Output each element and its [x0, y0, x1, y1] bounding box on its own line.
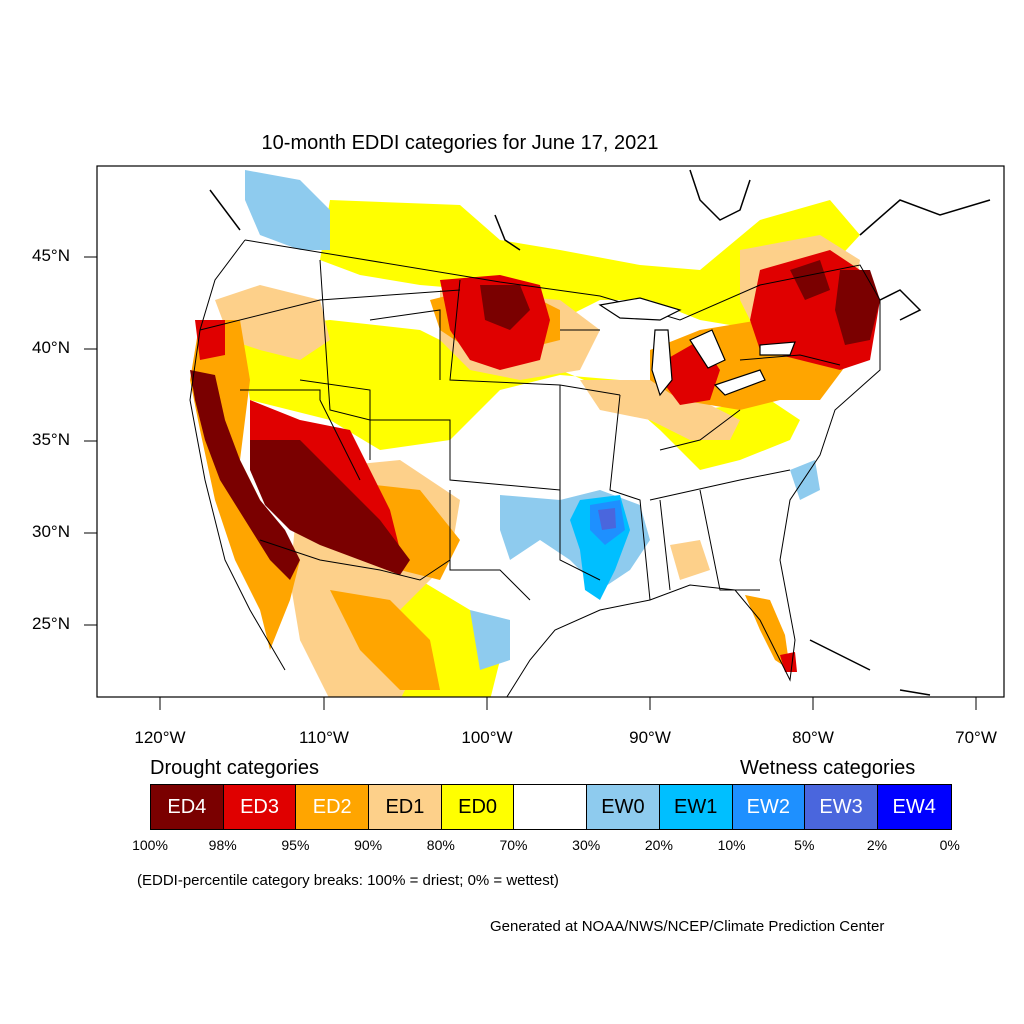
percentile-break-label: 30%	[572, 837, 601, 853]
percentile-break-label: 90%	[354, 837, 383, 853]
ew0-northwest	[245, 170, 330, 250]
ed2-mexico	[330, 590, 440, 690]
lat-label-45: 45°N	[32, 246, 70, 265]
ed4-ne-quebec	[790, 260, 830, 300]
legend-cell-ew0: EW0	[587, 785, 660, 829]
percentile-break-label: 20%	[644, 837, 673, 853]
lat-label-30: 30°N	[32, 522, 70, 541]
ed4-southwest	[250, 440, 410, 575]
credit-line: Generated at NOAA/NWS/NCEP/Climate Predi…	[490, 918, 885, 935]
legend-cell-ew3: EW3	[805, 785, 878, 829]
ew0-carolinas	[790, 460, 820, 500]
legend-cell-none	[514, 785, 588, 829]
lon-label-90: 90°W	[629, 728, 671, 747]
category-shading	[190, 170, 880, 697]
ed2-florida	[745, 595, 790, 670]
percentile-break-label: 0%	[939, 837, 960, 853]
lat-label-35: 35°N	[32, 430, 70, 449]
lon-label-110: 110°W	[299, 728, 349, 747]
wetness-categories-title: Wetness categories	[740, 757, 916, 779]
lat-label-25: 25°N	[32, 614, 70, 633]
lon-label-120: 120°W	[134, 728, 186, 747]
percentile-break-label: 70%	[499, 837, 528, 853]
legend-cell-ew1: EW1	[659, 785, 733, 829]
percentile-break-label: 10%	[717, 837, 746, 853]
percentile-break-label: 98%	[208, 837, 237, 853]
drought-categories-title: Drought categories	[150, 757, 319, 779]
ew3-lower-miss	[598, 508, 616, 530]
legend-cell-ed1: ED1	[369, 785, 442, 829]
ed0-north	[320, 200, 860, 330]
percentile-break-label: 5%	[794, 837, 815, 853]
percentile-break-label: 2%	[866, 837, 888, 853]
ed1-southeast	[670, 540, 710, 580]
ed4-california	[190, 370, 300, 580]
coastlines	[209, 169, 991, 696]
percentile-break-label: 100%	[132, 837, 168, 853]
percentile-break-label: 95%	[281, 837, 310, 853]
axis-ticks	[84, 256, 977, 710]
ed4-dakotas	[480, 285, 530, 330]
ed0-central	[240, 320, 800, 470]
great-lakes	[598, 297, 796, 397]
lon-label-70: 70°W	[955, 728, 997, 747]
map-title: 10-month EDDI categories for June 17, 20…	[261, 132, 659, 154]
lon-label-80: 80°W	[792, 728, 834, 747]
legend-cell-ew2: EW2	[732, 785, 806, 829]
legend-cell-ed4: ED4	[151, 785, 224, 829]
legend-cell-ed3: ED3	[223, 785, 297, 829]
ed1-west	[215, 285, 330, 360]
percentile-break-label: 80%	[426, 837, 455, 853]
lat-label-40: 40°N	[32, 338, 70, 357]
legend-cell-ed0: ED0	[441, 785, 515, 829]
ed4-northeast	[835, 270, 880, 345]
legend-cell-ed2: ED2	[296, 785, 370, 829]
map-frame	[96, 165, 1005, 698]
lon-label-100: 100°W	[461, 728, 513, 747]
legend-cell-ew4: EW4	[877, 785, 951, 829]
ed3-south-florida	[780, 652, 797, 672]
boundaries	[189, 239, 881, 697]
category-legend: ED4 ED3 ED2 ED1 ED0 EW0 EW1 EW2 EW3 EW4	[150, 784, 952, 830]
ew0-texas	[470, 610, 510, 670]
ed3-oregon	[195, 320, 225, 360]
category-note: (EDDI-percentile category breaks: 100% =…	[137, 872, 559, 889]
